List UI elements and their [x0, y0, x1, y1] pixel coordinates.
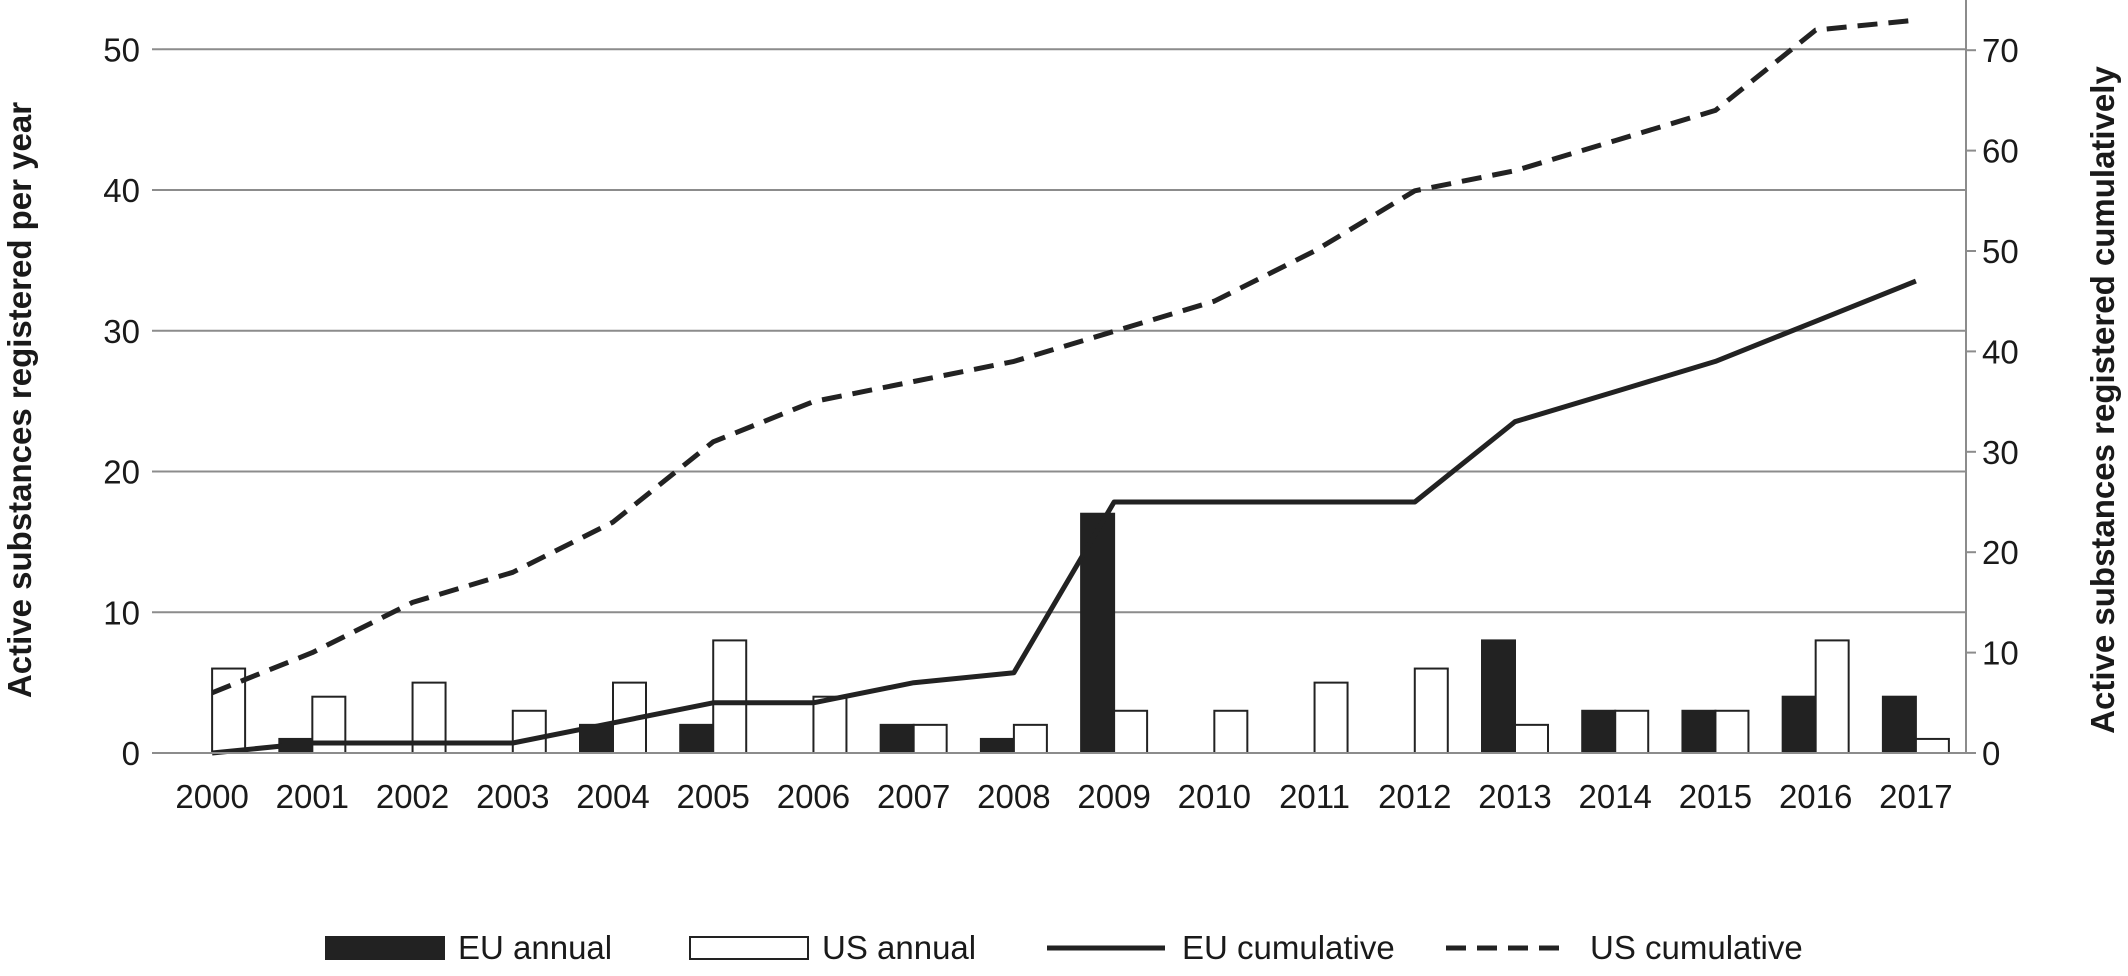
bar-us-annual	[1614, 709, 1650, 754]
y-tick-label: 30	[103, 313, 140, 350]
y-axis-title: Active substances registered per year	[1, 102, 38, 698]
bar-us-annual	[1113, 709, 1149, 754]
x-tick-label: 2004	[576, 778, 649, 815]
y-tick-label: 50	[103, 31, 140, 68]
x-tick-label: 2001	[276, 778, 349, 815]
legend[interactable]: EU annual US annual EU cumulative US cum…	[325, 929, 1803, 966]
line-eu-cumulative	[211, 278, 1917, 756]
legend-item-us-annual[interactable]: US annual	[689, 929, 976, 966]
legend-item-eu-cumulative[interactable]: EU cumulative	[1047, 929, 1395, 966]
y-tick-label: 20	[103, 454, 140, 491]
x-tick-label: 2007	[877, 778, 950, 815]
bar-eu-annual	[1781, 695, 1817, 754]
y2-tick-label: 20	[1982, 534, 2019, 571]
x-tick-label: 2005	[677, 778, 750, 815]
x-tick-label: 2017	[1879, 778, 1952, 815]
legend-swatch-us-annual	[689, 936, 809, 960]
y-tick-label: 10	[103, 594, 140, 631]
x-tick-label: 2010	[1178, 778, 1251, 815]
bar-us-annual	[1012, 723, 1048, 754]
bar-us-annual	[1714, 709, 1750, 754]
bar-us-annual	[712, 639, 748, 754]
bar-us-annual	[812, 695, 848, 754]
y2-tick-label: 50	[1982, 233, 2019, 270]
bar-us-annual	[912, 723, 948, 754]
y2-axis-title: Active substances registered cumulativel…	[2084, 66, 2121, 734]
y2-tick-label: 40	[1982, 333, 2019, 370]
legend-item-eu-annual[interactable]: EU annual	[325, 929, 612, 966]
bar-us-annual	[211, 667, 247, 754]
x-tick-label: 2013	[1478, 778, 1551, 815]
y2-tick-label: 30	[1982, 434, 2019, 471]
legend-item-us-cumulative[interactable]: US cumulative	[1446, 929, 1803, 966]
bar-us-annual	[511, 709, 547, 754]
bar-us-annual	[1213, 709, 1249, 754]
legend-label-eu-annual: EU annual	[458, 929, 612, 966]
x-tick-label: 2003	[476, 778, 549, 815]
bars	[211, 512, 1950, 754]
x-tick-label: 2015	[1679, 778, 1752, 815]
bar-us-annual	[1313, 681, 1349, 754]
bar-eu-annual	[1481, 639, 1516, 754]
bar-eu-annual	[979, 737, 1015, 754]
x-tick-label: 2016	[1779, 778, 1852, 815]
legend-label-eu-cumulative: EU cumulative	[1182, 929, 1395, 966]
bar-us-annual	[1814, 639, 1850, 754]
bar-eu-annual	[1581, 709, 1617, 754]
x-tick-label: 2008	[977, 778, 1050, 815]
y2-tick-label: 0	[1982, 735, 2000, 772]
bar-eu-annual	[679, 723, 715, 754]
bar-eu-annual	[879, 723, 915, 754]
legend-swatch-eu-annual	[325, 936, 445, 960]
tick-labels: 0 10 20 30 40 50 0 10 20 30 40 50 60 70 2000 2001 2002 20…	[103, 31, 2018, 815]
bar-eu-annual	[579, 723, 614, 754]
y2-tick-label: 70	[1982, 32, 2019, 69]
x-tick-label: 2011	[1279, 778, 1350, 815]
lines	[211, 17, 1917, 756]
x-tick-label: 2009	[1077, 778, 1150, 815]
legend-label-us-annual: US annual	[822, 929, 976, 966]
x-tick-label: 2000	[175, 778, 248, 815]
legend-label-us-cumulative: US cumulative	[1590, 929, 1803, 966]
bar-us-annual	[1413, 667, 1449, 754]
x-tick-label: 2014	[1579, 778, 1652, 815]
x-tick-label: 2006	[777, 778, 850, 815]
gridlines	[162, 48, 1966, 614]
bar-eu-annual	[1881, 695, 1917, 754]
bar-eu-annual	[1681, 709, 1717, 754]
x-tick-label: 2002	[376, 778, 449, 815]
y-tick-label: 0	[122, 735, 140, 772]
axes	[152, 0, 1976, 754]
bar-us-annual	[1514, 723, 1549, 754]
y2-tick-label: 60	[1982, 133, 2019, 170]
x-tick-label: 2012	[1378, 778, 1451, 815]
bar-us-annual	[1914, 737, 1950, 754]
y-tick-label: 40	[103, 172, 140, 209]
y2-tick-label: 10	[1982, 635, 2019, 672]
